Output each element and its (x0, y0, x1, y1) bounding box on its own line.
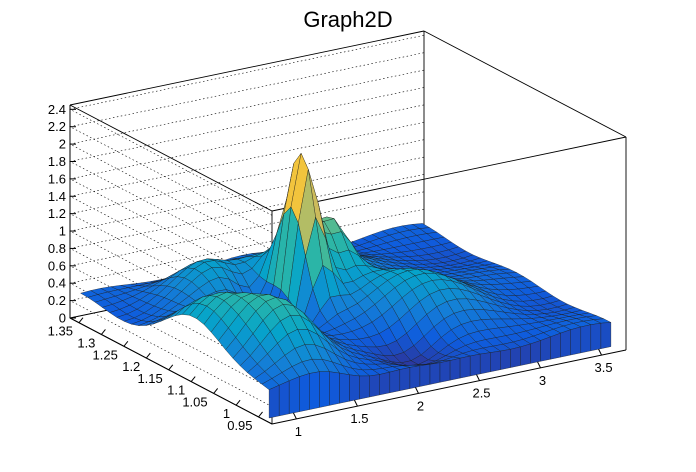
surface-skirt (289, 376, 300, 415)
x-tick-mark (354, 399, 358, 407)
frame-edge (423, 30, 627, 138)
z-tick-label: 2 (59, 137, 66, 152)
y-tick-label: 1.1 (167, 383, 185, 398)
surface-skirt (570, 326, 581, 356)
surface-skirt (329, 371, 340, 406)
y-tick-label: 1.05 (182, 394, 207, 409)
y-tick-mark (235, 399, 241, 406)
z-tick-label: 1.8 (48, 154, 66, 169)
surface-skirt (600, 322, 612, 349)
y-axis-line (69, 317, 273, 425)
x-tick-mark (537, 361, 541, 369)
z-tick-label: 1.2 (48, 206, 66, 221)
z-tick-label: 2.2 (48, 119, 66, 134)
surface-skirt (419, 364, 431, 387)
x-tick-label: 3.5 (595, 360, 613, 375)
surface-skirt (470, 353, 481, 377)
z-grid-line (69, 69, 425, 251)
surface-skirt (299, 373, 310, 412)
y-tick-label: 1 (223, 406, 230, 421)
surface-skirt (550, 332, 561, 360)
surface-skirt (580, 324, 591, 354)
y-tick-label: 1.35 (48, 324, 73, 339)
y-tick-mark (168, 364, 174, 371)
frame-edge (271, 136, 627, 212)
z-tick-label: 0 (59, 311, 66, 326)
frame-edge (69, 104, 273, 212)
x-axis-line (271, 349, 627, 425)
y-tick-mark (190, 376, 196, 382)
x-tick-label: 1.5 (350, 411, 368, 426)
surface-skirt (429, 362, 441, 385)
surface-skirt (268, 384, 280, 419)
z-tick-label: 0.4 (48, 276, 66, 291)
surface-skirt (389, 369, 400, 394)
z-tick-label: 2.4 (48, 102, 66, 117)
y-tick-mark (213, 388, 219, 394)
surface-skirt (560, 329, 571, 358)
z-tick-label: 0.6 (48, 258, 66, 273)
y-tick-mark (101, 329, 106, 335)
surface-skirt (359, 375, 370, 400)
surface-skirt (279, 380, 290, 417)
surface-skirt (490, 350, 501, 373)
surface-skirt (449, 357, 461, 381)
y-tick-label: 1.25 (93, 347, 118, 362)
z-grid-line (69, 35, 425, 216)
y-tick-label: 0.95 (227, 418, 252, 433)
y-tick-label: 1.2 (122, 359, 140, 374)
y-tick-mark (258, 411, 263, 418)
z-tick-label: 0.8 (48, 241, 66, 256)
y-tick-mark (145, 352, 151, 359)
y-tick-label: 1.15 (137, 371, 162, 386)
z-grid-line (69, 52, 425, 233)
z-tick-label: 0.2 (48, 293, 66, 308)
x-tick-label: 2 (417, 398, 424, 413)
y-tick-mark (123, 340, 129, 347)
chart-title: Graph2D (303, 7, 392, 32)
frame-edge (69, 30, 425, 106)
x-tick-label: 3 (539, 373, 546, 388)
surface-skirt (349, 374, 360, 402)
surface-skirt (319, 371, 330, 408)
surface-skirt (540, 336, 551, 362)
x-tick-label: 1 (295, 424, 302, 439)
surface-skirt (309, 371, 320, 410)
surface-skirt (500, 349, 511, 370)
surface-skirt (520, 343, 531, 366)
surface-skirt (399, 367, 411, 391)
surface-skirt (530, 340, 541, 364)
surface-skirt (369, 374, 380, 398)
x-tick-label: 2.5 (472, 386, 490, 401)
x-tick-mark (415, 387, 419, 394)
surface-skirt (439, 360, 451, 383)
y-tick-label: 1.3 (77, 335, 95, 350)
surface-skirt (459, 355, 471, 379)
surface (80, 152, 612, 419)
surface-skirt (480, 352, 491, 375)
x-tick-mark (476, 374, 480, 381)
y-tick-mark (78, 317, 84, 324)
x-tick-mark (598, 348, 603, 356)
surface-skirt (409, 365, 421, 389)
x-tick-mark (292, 412, 297, 420)
surface-skirt (339, 372, 350, 404)
axis-ticks: 00.20.40.60.811.21.41.61.822.22.40.9511.… (48, 102, 627, 439)
surface-skirt (590, 322, 602, 352)
surface-skirt (510, 346, 521, 368)
surface-skirt (379, 371, 390, 396)
z-tick-label: 1 (59, 224, 66, 239)
z-tick-label: 1.6 (48, 171, 66, 186)
z-tick-label: 1.4 (48, 189, 66, 204)
